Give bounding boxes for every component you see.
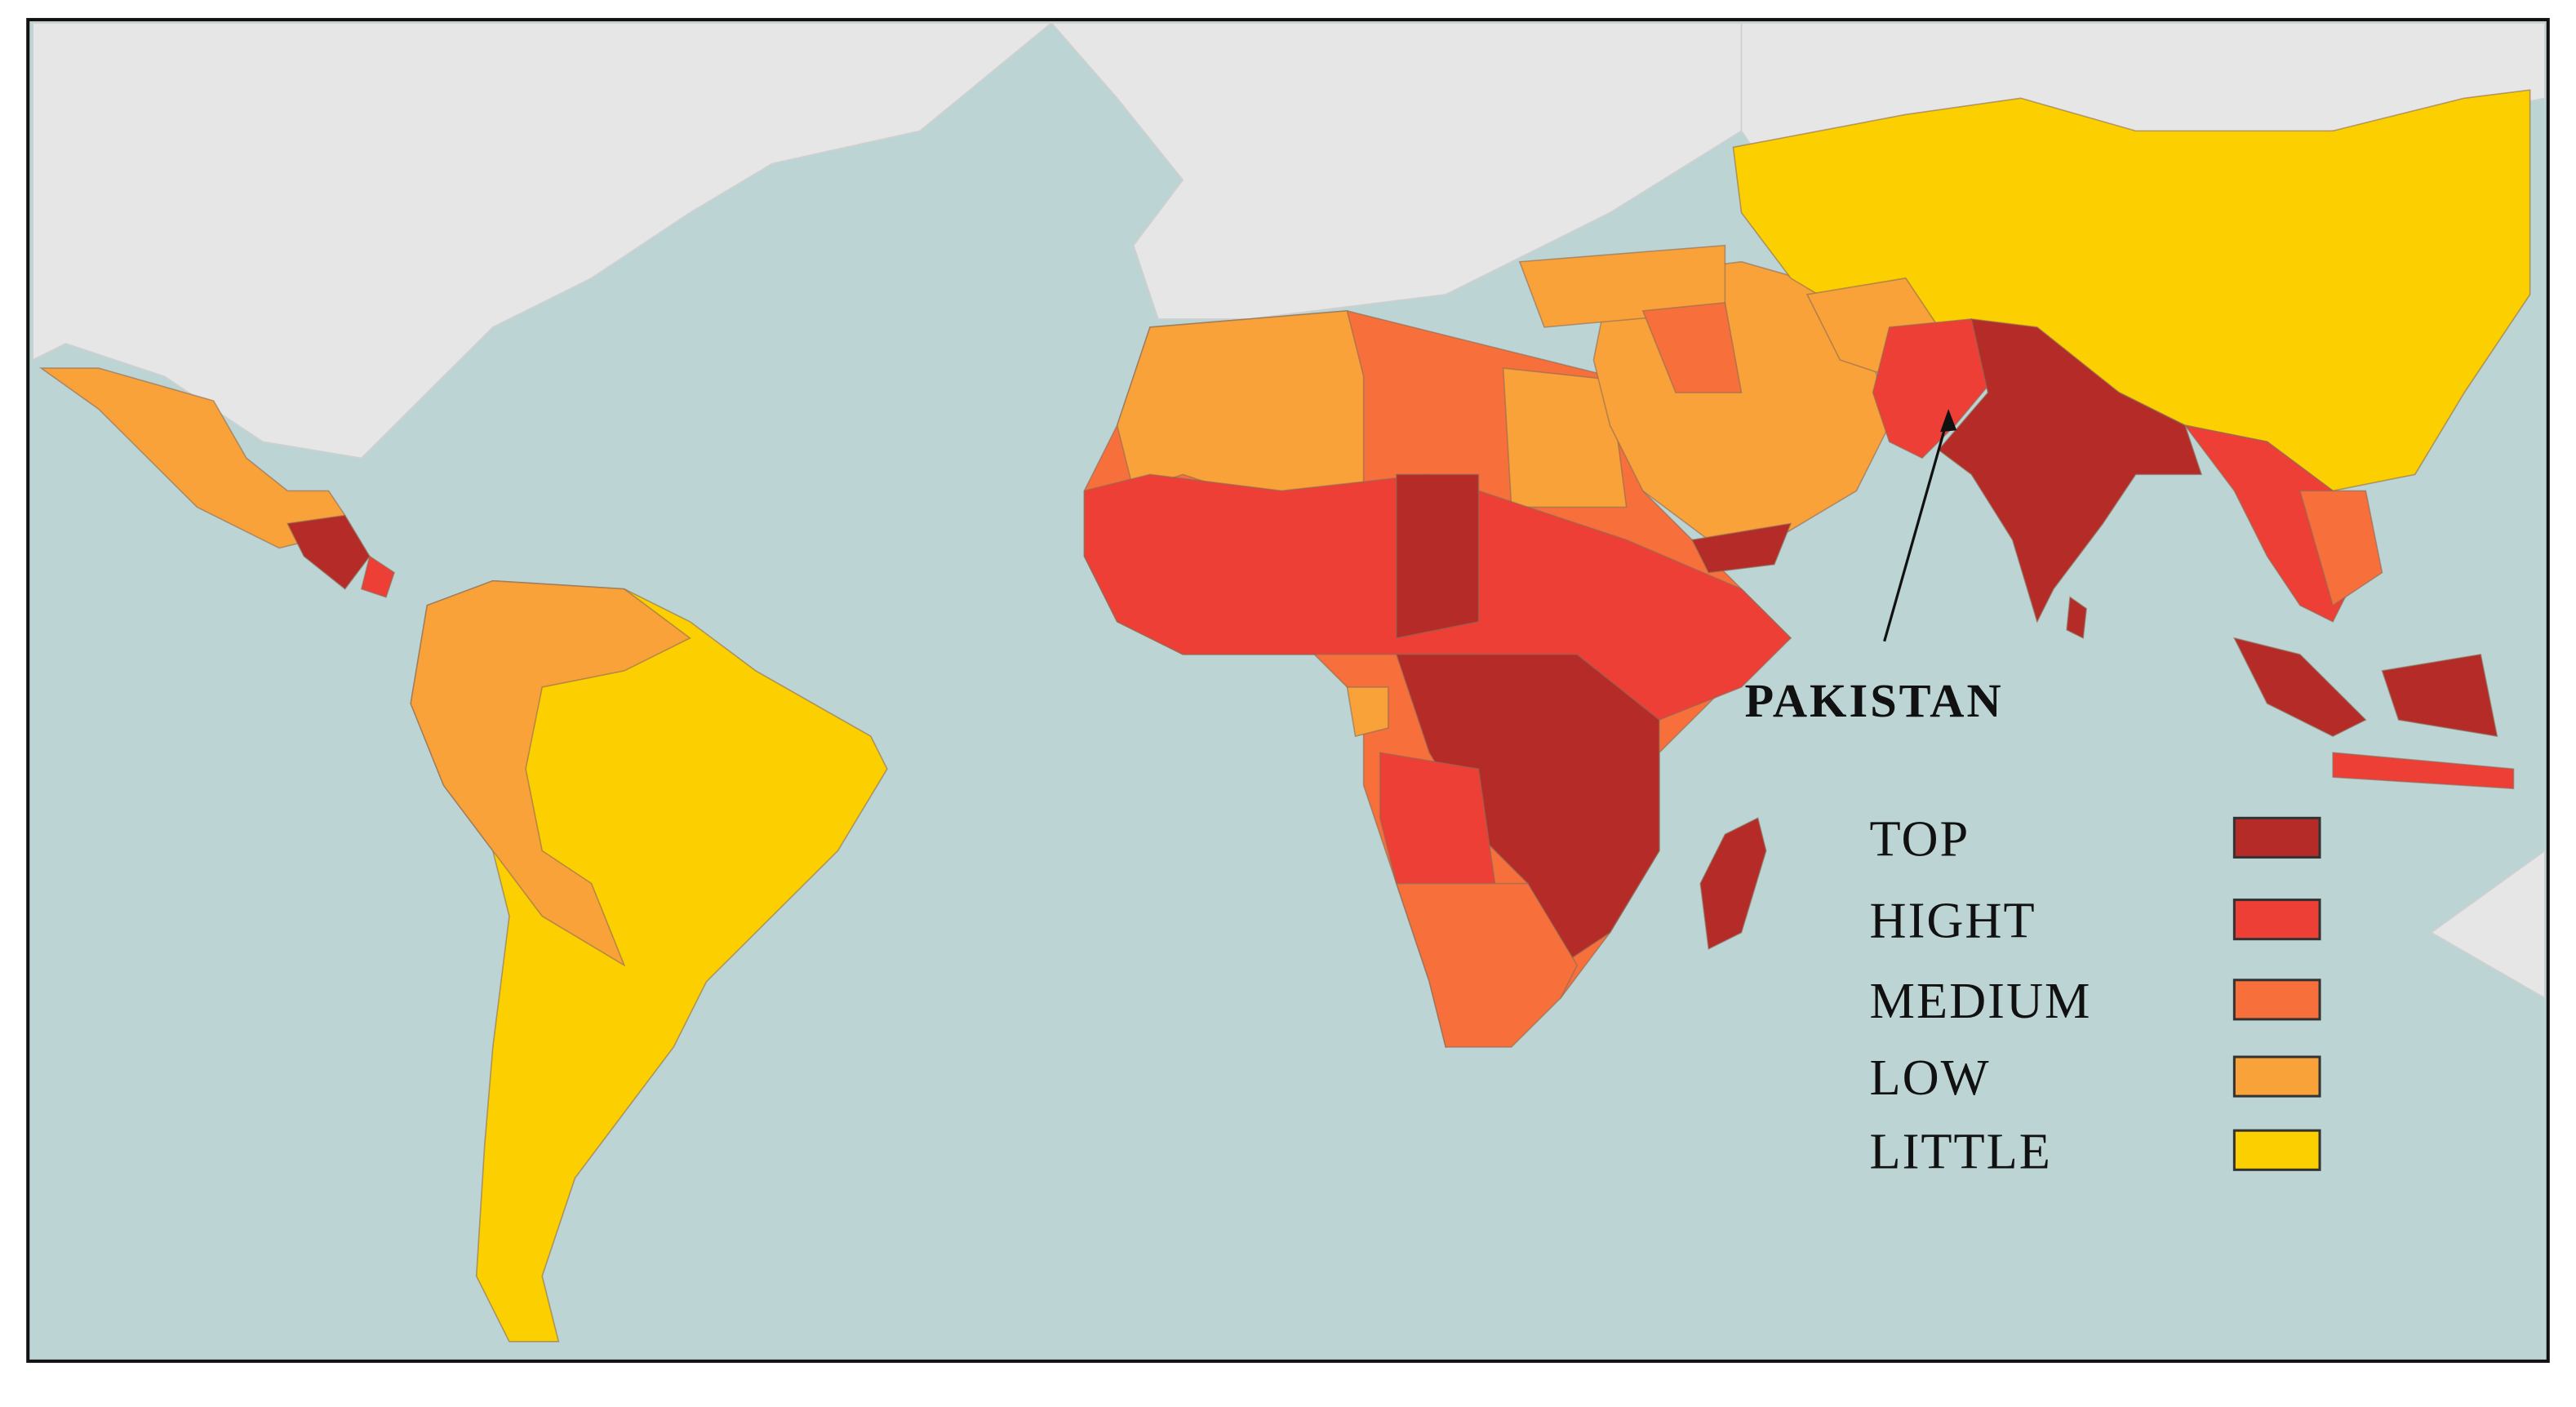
legend-swatch <box>2232 899 2321 941</box>
legend-label: MEDIUM <box>1870 974 2092 1029</box>
chad <box>1396 473 1480 639</box>
egypt <box>1502 367 1628 508</box>
legend-label: LITTLE <box>1870 1124 2052 1179</box>
yemen <box>1690 522 1792 574</box>
sumatra <box>2232 637 2367 737</box>
legend-label: HIGHT <box>1870 894 2036 949</box>
legend-swatch <box>2232 816 2321 859</box>
iraq <box>1641 301 1743 393</box>
north-america <box>32 22 1054 459</box>
legend-swatch <box>2232 1129 2321 1171</box>
southeast-asia <box>2183 424 2367 623</box>
india <box>1937 317 2203 624</box>
southern-africa <box>1395 882 1579 1048</box>
sri-lanka <box>2066 596 2088 640</box>
australia <box>2430 849 2546 1000</box>
madagascar <box>1699 817 1767 950</box>
legend-swatch <box>2232 1055 2321 1098</box>
nicaragua <box>360 555 396 598</box>
annotation: PAKISTAN <box>1745 674 2004 727</box>
indochina <box>2298 490 2383 606</box>
legend-label: LOW <box>1870 1050 1991 1106</box>
gabon <box>1346 686 1389 738</box>
arrow-head <box>1940 409 1957 433</box>
south-america <box>410 579 888 1343</box>
legend-swatch <box>2232 979 2321 1021</box>
legend-label: TOP <box>1870 812 1970 868</box>
arrow <box>1883 415 1950 642</box>
andes <box>410 579 691 967</box>
legend: TOP HIGHT MEDIUM LOW LITTLE <box>1870 812 2321 1179</box>
angola <box>1379 752 1496 885</box>
islands <box>2332 752 2515 790</box>
borneo <box>2381 653 2498 738</box>
central-america <box>286 514 371 590</box>
countries <box>38 89 2531 1343</box>
